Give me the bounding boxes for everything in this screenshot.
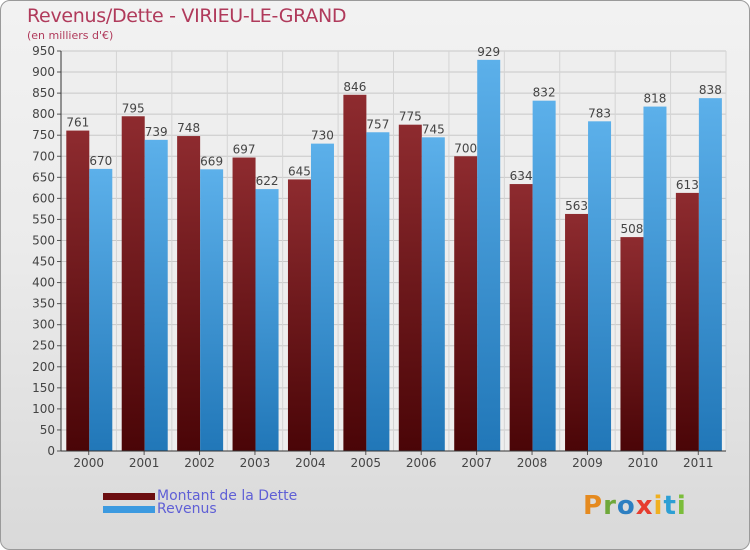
y-tick-label: 250 bbox=[32, 339, 55, 353]
data-label-debt: 634 bbox=[510, 169, 533, 183]
logo-letter: x bbox=[635, 491, 654, 521]
data-label-debt: 748 bbox=[177, 121, 200, 135]
legend-swatch-debt bbox=[103, 492, 155, 500]
y-tick-label: 400 bbox=[32, 276, 55, 290]
logo-letter: i bbox=[653, 491, 664, 521]
data-label-debt: 846 bbox=[343, 80, 366, 94]
data-label-debt: 775 bbox=[399, 110, 422, 124]
x-tick-label: 2010 bbox=[628, 456, 659, 470]
data-label-revenus: 929 bbox=[477, 45, 500, 59]
data-label-revenus: 838 bbox=[699, 83, 722, 97]
y-tick-label: 850 bbox=[32, 86, 55, 100]
data-label-debt: 563 bbox=[565, 199, 588, 213]
y-tick-label: 750 bbox=[32, 128, 55, 142]
bar-revenus bbox=[643, 106, 667, 451]
logo-letter: r bbox=[603, 491, 617, 521]
bar-revenus bbox=[421, 137, 445, 451]
data-label-debt: 508 bbox=[621, 222, 644, 236]
legend-label-revenus: Revenus bbox=[157, 501, 217, 517]
data-label-debt: 700 bbox=[454, 141, 477, 155]
logo-letter: P bbox=[583, 491, 604, 521]
y-tick-label: 700 bbox=[32, 149, 55, 163]
data-label-revenus: 622 bbox=[256, 174, 279, 188]
bar-debt bbox=[509, 184, 533, 452]
x-tick-label: 2011 bbox=[683, 456, 714, 470]
bar-revenus bbox=[89, 168, 113, 452]
bar-debt bbox=[675, 192, 699, 452]
proxiti-logo: Proxiti bbox=[583, 491, 687, 521]
data-label-revenus: 745 bbox=[422, 122, 445, 136]
bar-revenus bbox=[477, 59, 501, 452]
bar-debt bbox=[620, 237, 644, 451]
bar-debt bbox=[66, 130, 90, 451]
y-tick-label: 100 bbox=[32, 402, 55, 416]
legend-swatch-revenus bbox=[103, 505, 155, 513]
bar-revenus bbox=[144, 139, 168, 451]
bar-revenus bbox=[366, 132, 390, 451]
y-tick-label: 200 bbox=[32, 360, 55, 374]
bar-debt bbox=[565, 213, 589, 451]
y-tick-label: 0 bbox=[47, 444, 55, 458]
data-label-debt: 795 bbox=[122, 101, 145, 115]
y-tick-label: 650 bbox=[32, 170, 55, 184]
bar-revenus bbox=[588, 121, 612, 451]
y-tick-label: 350 bbox=[32, 297, 55, 311]
logo-letter: i bbox=[676, 491, 687, 521]
data-label-revenus: 757 bbox=[366, 117, 389, 131]
y-tick-label: 50 bbox=[40, 423, 55, 437]
x-tick-label: 2001 bbox=[129, 456, 160, 470]
chart-subtitle: (en milliers d'€) bbox=[27, 29, 114, 42]
x-tick-label: 2006 bbox=[406, 456, 437, 470]
data-label-debt: 761 bbox=[66, 116, 89, 130]
y-tick-label: 900 bbox=[32, 65, 55, 79]
x-tick-label: 2008 bbox=[517, 456, 548, 470]
y-tick-label: 500 bbox=[32, 233, 55, 247]
data-label-revenus: 832 bbox=[533, 86, 556, 100]
bar-revenus bbox=[310, 143, 334, 451]
y-tick-label: 300 bbox=[32, 318, 55, 332]
logo-letter: o bbox=[616, 491, 636, 521]
x-tick-label: 2002 bbox=[184, 456, 215, 470]
bar-debt bbox=[177, 136, 201, 452]
data-label-debt: 645 bbox=[288, 164, 311, 178]
data-label-debt: 613 bbox=[676, 178, 699, 192]
y-tick-label: 450 bbox=[32, 255, 55, 269]
bar-debt bbox=[398, 124, 422, 452]
data-label-debt: 697 bbox=[233, 143, 256, 157]
legend-label-debt: Montant de la Dette bbox=[157, 488, 298, 504]
legend-item-debt: Montant de la Dette bbox=[103, 488, 297, 504]
y-tick-label: 600 bbox=[32, 191, 55, 205]
y-tick-label: 550 bbox=[32, 212, 55, 226]
data-label-revenus: 670 bbox=[89, 154, 112, 168]
y-tick-label: 950 bbox=[32, 44, 55, 58]
bar-revenus bbox=[255, 189, 279, 451]
x-tick-label: 2000 bbox=[73, 456, 104, 470]
bar-debt bbox=[343, 94, 367, 451]
bar-debt bbox=[287, 179, 311, 451]
y-tick-label: 800 bbox=[32, 107, 55, 121]
data-label-revenus: 739 bbox=[145, 125, 168, 139]
data-label-revenus: 783 bbox=[588, 106, 611, 120]
bar-debt bbox=[454, 156, 478, 451]
data-label-revenus: 669 bbox=[200, 154, 223, 168]
data-label-revenus: 818 bbox=[644, 92, 667, 106]
legend-item-revenus: Revenus bbox=[103, 501, 217, 517]
bar-revenus bbox=[532, 100, 556, 452]
logo-letter: t bbox=[663, 491, 677, 521]
x-tick-label: 2005 bbox=[351, 456, 382, 470]
x-tick-label: 2004 bbox=[295, 456, 326, 470]
bar-debt bbox=[121, 116, 145, 452]
bar-revenus bbox=[698, 98, 722, 451]
x-tick-label: 2007 bbox=[461, 456, 492, 470]
x-tick-label: 2009 bbox=[572, 456, 603, 470]
bar-revenus bbox=[200, 169, 224, 451]
x-tick-label: 2003 bbox=[240, 456, 271, 470]
bar-debt bbox=[232, 157, 256, 452]
y-tick-label: 150 bbox=[32, 381, 55, 395]
chart-title: Revenus/Dette - VIRIEU-LE-GRAND bbox=[27, 5, 347, 27]
data-label-revenus: 730 bbox=[311, 129, 334, 143]
